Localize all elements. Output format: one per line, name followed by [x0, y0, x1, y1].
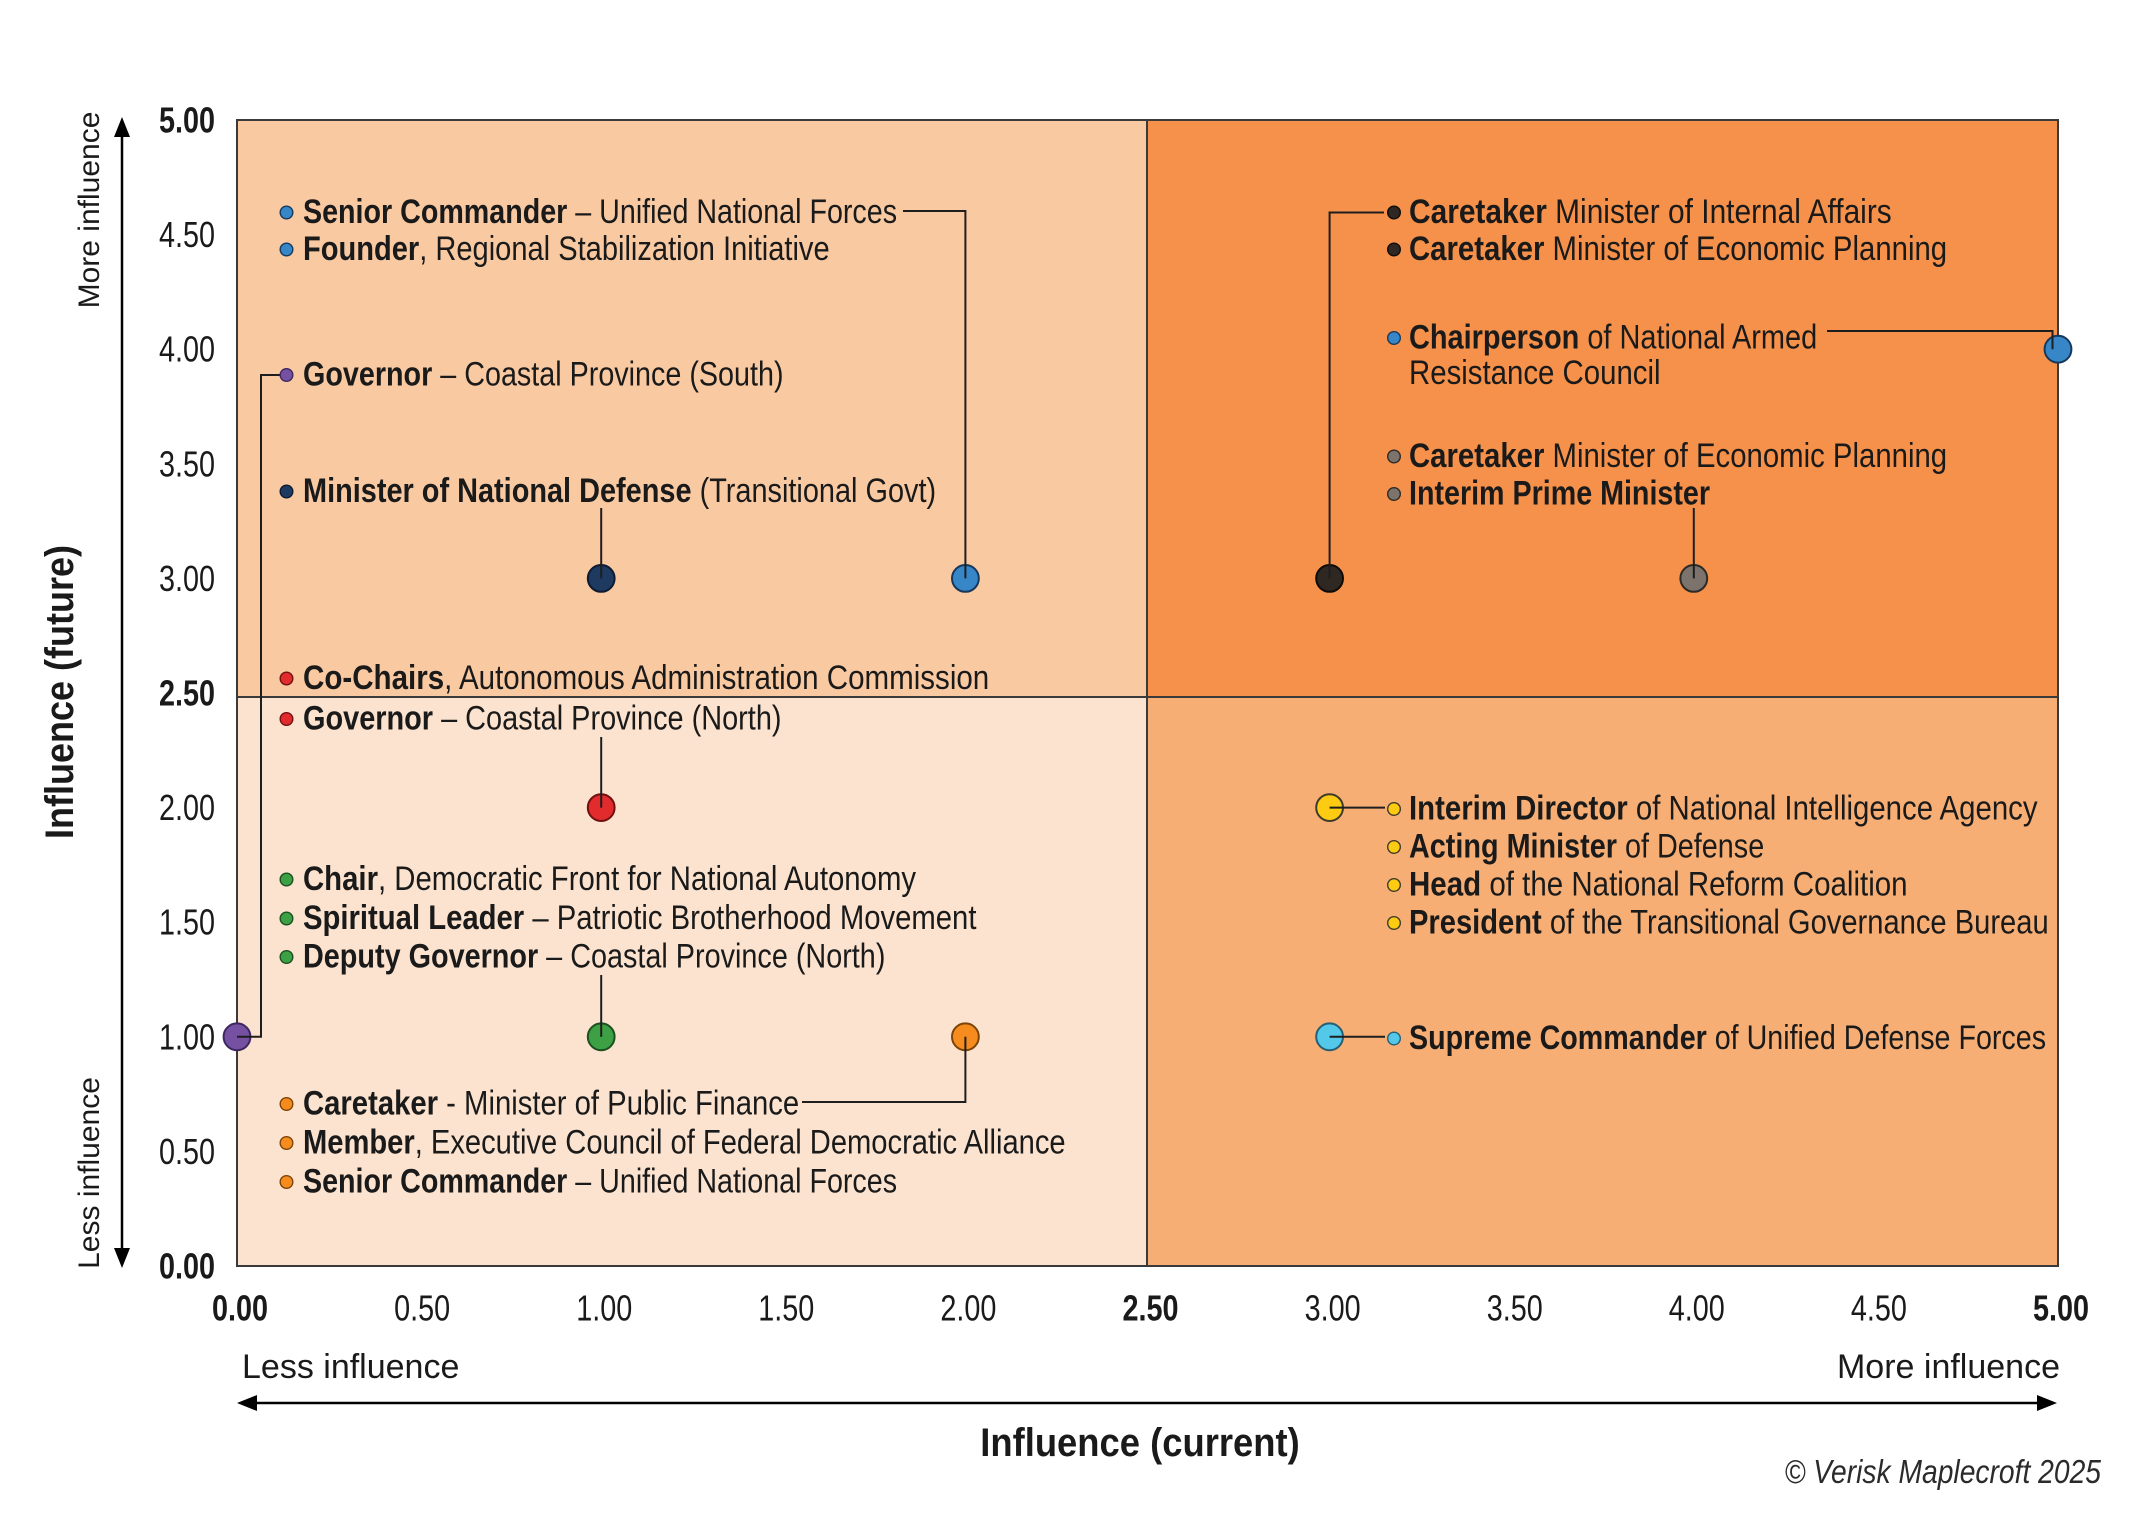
- svg-text:4.00: 4.00: [1669, 1287, 1725, 1328]
- svg-text:1.50: 1.50: [159, 902, 215, 943]
- svg-text:Senior Commander – Unified Nat: Senior Commander – Unified National Forc…: [303, 193, 897, 231]
- svg-text:Caretaker Minister of Economic: Caretaker Minister of Economic Planning: [1409, 229, 1947, 268]
- svg-text:1.00: 1.00: [159, 1016, 215, 1057]
- svg-text:Caretaker Minister of Economic: Caretaker Minister of Economic Planning: [1409, 436, 1947, 475]
- svg-text:0.00: 0.00: [159, 1245, 215, 1286]
- svg-text:Acting Minister of Defense: Acting Minister of Defense: [1409, 826, 1764, 865]
- svg-text:Caretaker Minister of Internal: Caretaker Minister of Internal Affairs: [1409, 192, 1892, 230]
- svg-text:Chairperson of National Armed: Chairperson of National Armed: [1409, 317, 1817, 356]
- svg-text:0.50: 0.50: [159, 1131, 215, 1172]
- svg-text:5.00: 5.00: [159, 99, 215, 140]
- svg-text:Interim Director of National I: Interim Director of National Intelligenc…: [1409, 788, 2038, 827]
- svg-text:Caretaker - Minister of Public: Caretaker - Minister of Public Finance: [303, 1083, 799, 1122]
- svg-text:2.50: 2.50: [1122, 1287, 1178, 1328]
- svg-text:Head of the National Reform Co: Head of the National Reform Coalition: [1409, 865, 1908, 903]
- svg-text:0.00: 0.00: [212, 1287, 268, 1328]
- svg-text:Founder, Regional Stabilizatio: Founder, Regional Stabilization Initiati…: [303, 229, 830, 268]
- svg-text:Less influence: Less influence: [242, 1348, 459, 1386]
- svg-text:President of the Transitional: President of the Transitional Governance…: [1409, 902, 2049, 941]
- svg-text:5.00: 5.00: [2033, 1287, 2089, 1328]
- svg-text:3.50: 3.50: [159, 443, 215, 484]
- svg-text:3.50: 3.50: [1487, 1287, 1543, 1328]
- svg-text:4.50: 4.50: [159, 214, 215, 255]
- svg-text:Resistance Council: Resistance Council: [1409, 353, 1661, 392]
- svg-text:Spiritual Leader – Patriotic B: Spiritual Leader – Patriotic Brotherhood…: [303, 898, 977, 937]
- svg-text:1.50: 1.50: [758, 1287, 814, 1328]
- svg-text:Co-Chairs, Autonomous Administ: Co-Chairs, Autonomous Administration Com…: [303, 658, 989, 696]
- svg-text:© Verisk Maplecroft 2025: © Verisk Maplecroft 2025: [1785, 1453, 2102, 1491]
- svg-text:Deputy Governor – Coastal Pro: Deputy Governor – Coastal Province (Nort…: [303, 936, 885, 975]
- svg-text:2.00: 2.00: [159, 787, 215, 828]
- svg-text:Supreme Commander of Unified D: Supreme Commander of Unified Defense For…: [1409, 1019, 2046, 1057]
- svg-text:More influence: More influence: [1837, 1348, 2060, 1386]
- svg-text:Influence (current): Influence (current): [980, 1420, 1299, 1465]
- svg-text:3.00: 3.00: [159, 558, 215, 599]
- svg-text:Minister of National Defense (: Minister of National Defense (Transition…: [303, 471, 936, 510]
- svg-text:More influence: More influence: [73, 112, 106, 309]
- svg-text:Interim Prime Minister: Interim Prime Minister: [1409, 474, 1710, 512]
- svg-text:Chair, Democratic Front for Na: Chair, Democratic Front for National Aut…: [303, 859, 916, 898]
- svg-text:1.00: 1.00: [576, 1287, 632, 1328]
- svg-text:Influence (future): Influence (future): [38, 545, 82, 839]
- svg-text:0.50: 0.50: [394, 1287, 450, 1328]
- svg-text:Member, Executive Council of F: Member, Executive Council of Federal Dem…: [303, 1122, 1066, 1161]
- svg-text:Governor – Coastal Province (: Governor – Coastal Province (North): [303, 698, 782, 737]
- svg-text:2.00: 2.00: [940, 1287, 996, 1328]
- svg-text:2.50: 2.50: [159, 672, 215, 713]
- svg-text:4.00: 4.00: [159, 329, 215, 370]
- svg-text:4.50: 4.50: [1851, 1287, 1907, 1328]
- svg-text:Governor – Coastal Province (: Governor – Coastal Province (South): [303, 355, 784, 393]
- svg-text:Less influence: Less influence: [73, 1077, 106, 1269]
- svg-text:Senior Commander – Unified Nat: Senior Commander – Unified National Forc…: [303, 1162, 897, 1200]
- svg-text:3.00: 3.00: [1305, 1287, 1361, 1328]
